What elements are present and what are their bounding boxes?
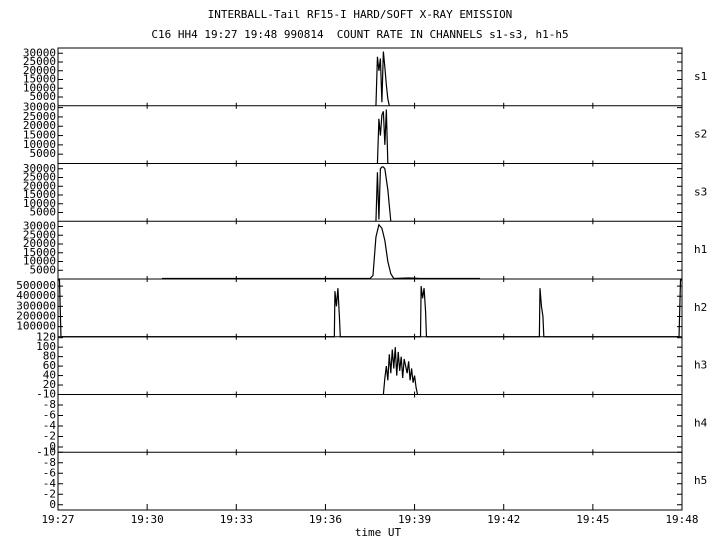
y-tick-label: 60 <box>43 359 56 372</box>
x-tick-label: 19:45 <box>576 513 609 526</box>
data-line <box>58 279 682 338</box>
y-tick-label: -8 <box>43 398 56 411</box>
y-tick-label: -6 <box>43 466 56 479</box>
data-line <box>375 166 392 222</box>
x-tick-label: 19:36 <box>309 513 342 526</box>
y-tick-label: 400000 <box>16 289 56 302</box>
y-tick-label: 100000 <box>16 320 56 333</box>
x-tick-label: 19:48 <box>665 513 698 526</box>
y-tick-label: 25000 <box>23 228 56 241</box>
y-tick-label: 300000 <box>16 299 56 312</box>
y-tick-label: 30000 <box>23 220 56 233</box>
y-tick-label: 20000 <box>23 119 56 132</box>
y-tick-label: -2 <box>43 430 56 443</box>
y-tick-label: 20000 <box>23 64 56 77</box>
x-tick-label: 19:33 <box>220 513 253 526</box>
y-tick-label: 25000 <box>23 110 56 123</box>
y-tick-label: 100 <box>36 340 56 353</box>
chart-subtitle: C16 HH4 19:27 19:48 990814 COUNT RATE IN… <box>151 28 568 41</box>
y-tick-label: 15000 <box>23 129 56 142</box>
y-tick-label: 80 <box>43 350 56 363</box>
y-tick-label: 5000 <box>30 206 57 219</box>
y-tick-label: -10 <box>36 388 56 401</box>
y-tick-label: -4 <box>43 477 57 490</box>
y-tick-label: 0 <box>49 440 56 453</box>
y-tick-label: 15000 <box>23 246 56 259</box>
channel-label: s3 <box>694 185 707 198</box>
channel-label: h3 <box>694 359 707 372</box>
channel-label: h2 <box>694 301 707 314</box>
y-tick-label: 500000 <box>16 279 56 292</box>
x-tick-label: 19:39 <box>398 513 431 526</box>
y-tick-label: 0 <box>49 498 56 511</box>
data-line <box>375 51 390 106</box>
y-tick-label: 20000 <box>23 179 56 192</box>
y-tick-label: -10 <box>36 445 56 458</box>
y-tick-label: 25000 <box>23 171 56 184</box>
x-axis-label: time UT <box>355 526 402 539</box>
y-tick-label: 25000 <box>23 55 56 68</box>
channel-label: h1 <box>694 243 707 256</box>
channel-label: s1 <box>694 70 707 83</box>
y-tick-label: 5000 <box>30 263 57 276</box>
data-line <box>382 347 419 395</box>
x-tick-label: 19:30 <box>131 513 164 526</box>
x-tick-label: 19:42 <box>487 513 520 526</box>
data-line <box>376 109 389 164</box>
chart-title: INTERBALL-Tail RF15-I HARD/SOFT X-RAY EM… <box>208 8 513 21</box>
y-tick-label: 20 <box>43 378 56 391</box>
y-tick-label: 15000 <box>23 188 56 201</box>
y-tick-label: 30000 <box>23 46 56 59</box>
y-tick-label: 10000 <box>23 255 56 268</box>
y-tick-label: 30000 <box>23 162 56 175</box>
y-tick-label: 40 <box>43 369 56 382</box>
data-line <box>162 223 480 280</box>
y-tick-label: 120 <box>36 331 56 344</box>
channel-label: s2 <box>694 128 707 141</box>
y-tick-label: -8 <box>43 456 56 469</box>
y-tick-label: 5000 <box>30 90 57 103</box>
y-tick-label: 10000 <box>23 81 56 94</box>
y-tick-label: 200000 <box>16 309 56 322</box>
channel-label: h5 <box>694 474 707 487</box>
y-tick-label: 10000 <box>23 197 56 210</box>
channel-label: h4 <box>694 416 708 429</box>
y-tick-label: 20000 <box>23 237 56 250</box>
y-tick-label: -6 <box>43 409 56 422</box>
x-tick-label: 19:27 <box>41 513 74 526</box>
y-tick-label: -2 <box>43 487 56 500</box>
y-tick-label: 10000 <box>23 138 56 151</box>
y-tick-label: 5000 <box>30 147 57 160</box>
y-tick-label: -4 <box>43 419 57 432</box>
y-tick-label: 30000 <box>23 101 56 114</box>
y-tick-label: 15000 <box>23 73 56 86</box>
